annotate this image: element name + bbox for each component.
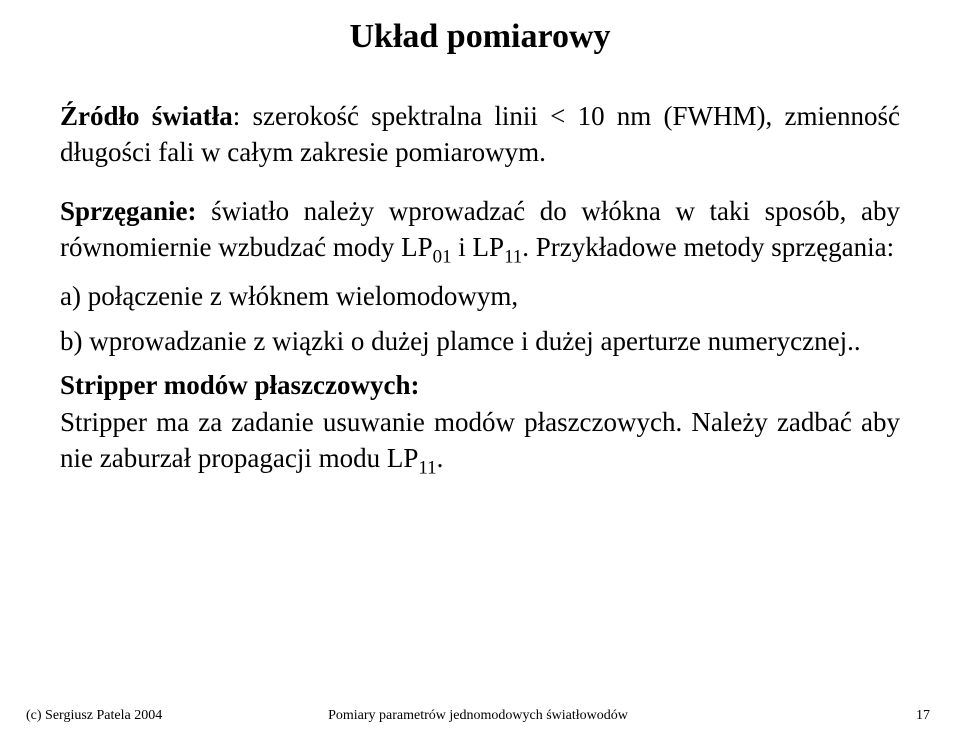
text-stripper-tail: . — [437, 443, 444, 473]
footer: Pomiary parametrów jednomodowych światło… — [26, 708, 930, 724]
paragraph-stripper: Stripper modów płaszczowych: — [60, 367, 900, 403]
label-stripper: Stripper modów płaszczowych: — [60, 370, 419, 400]
subscript-stripper: 11 — [418, 457, 436, 478]
footer-right: 17 — [916, 708, 930, 724]
text-coupling-tail: . Przykładowe metody sprzęgania: — [522, 232, 894, 262]
paragraph-source: Źródło światła: szerokość spektralna lin… — [60, 98, 900, 171]
label-source: Źródło światła — [60, 101, 233, 131]
subscript-lp01: 01 — [433, 247, 452, 268]
label-coupling: Sprzęganie: — [60, 196, 196, 226]
paragraph-coupling: Sprzęganie: światło należy wprowadzać do… — [60, 193, 900, 270]
page-title: Układ pomiarowy — [60, 18, 900, 56]
footer-left: (c) Sergiusz Patela 2004 — [26, 708, 162, 724]
subscript-lp11: 11 — [504, 247, 522, 268]
list-item-b: b) wprowadzanie z wiązki o dużej plamce … — [60, 323, 900, 359]
document-page: Układ pomiarowy Źródło światła: szerokoś… — [0, 0, 960, 742]
text-coupling-mid: i LP — [452, 232, 505, 262]
paragraph-stripper-body: Stripper ma za zadanie usuwanie modów pł… — [60, 404, 900, 481]
text-stripper-a: Stripper ma za zadanie usuwanie modów pł… — [60, 407, 900, 473]
list-item-a: a) połączenie z włóknem wielomodowym, — [60, 278, 900, 314]
